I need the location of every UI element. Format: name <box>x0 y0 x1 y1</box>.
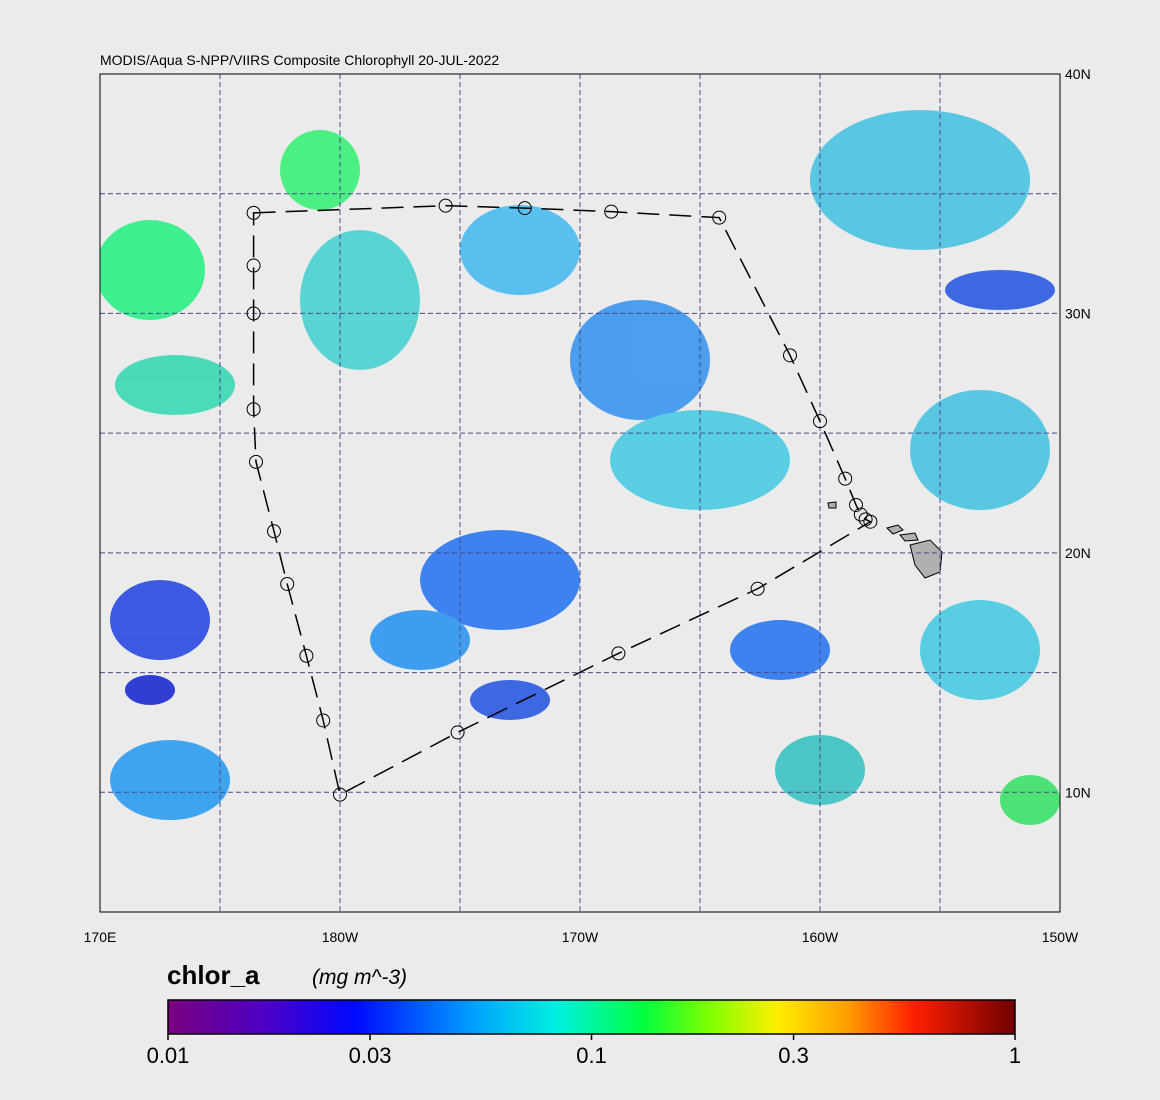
colorbar-tick-label: 0.3 <box>778 1043 809 1068</box>
station <box>863 514 878 529</box>
station <box>517 201 532 216</box>
station <box>316 713 331 728</box>
station <box>849 497 863 512</box>
x-tick-label: 180W <box>322 929 359 945</box>
chlorophyll-field <box>100 110 1060 825</box>
y-tick-label: 30N <box>1065 305 1091 321</box>
station <box>438 198 453 213</box>
track-line <box>252 204 872 796</box>
y-tick-label: 20N <box>1065 545 1091 561</box>
x-tick-label: 170W <box>562 929 599 945</box>
graticule <box>100 74 1060 912</box>
station <box>611 646 626 661</box>
station <box>299 648 314 663</box>
x-tick-label: 160W <box>802 929 839 945</box>
station <box>783 348 797 363</box>
y-tick-label: 10N <box>1065 784 1091 800</box>
station <box>246 205 261 220</box>
colorbar-label: chlor_a <box>167 960 260 990</box>
map-title: MODIS/Aqua S-NPP/VIIRS Composite Chlorop… <box>100 52 499 68</box>
colorbar-units: (mg m^-3) <box>312 966 407 989</box>
ship-track <box>246 198 878 802</box>
station <box>750 581 765 596</box>
colorbar-tick-label: 0.01 <box>147 1043 190 1068</box>
x-tick-label: 170E <box>84 929 117 945</box>
station <box>280 576 295 591</box>
colorbar-tick-label: 1 <box>1009 1043 1021 1068</box>
station <box>813 414 827 429</box>
station <box>450 725 465 740</box>
x-tick-label: 150W <box>1042 929 1079 945</box>
colorbar-axis: 0.01 0.03 0.1 0.3 1 <box>147 1034 1021 1068</box>
station <box>249 454 263 469</box>
station <box>712 210 727 225</box>
station <box>246 258 261 273</box>
colorbar <box>167 999 1016 1035</box>
colorbar-tick-label: 0.03 <box>349 1043 392 1068</box>
hawaii-islands <box>827 501 943 579</box>
station <box>246 306 261 321</box>
station <box>604 204 619 219</box>
station <box>267 524 281 539</box>
colorbar-tick-label: 0.1 <box>576 1043 607 1068</box>
station <box>333 787 347 802</box>
station <box>838 471 853 486</box>
y-tick-label: 40N <box>1065 66 1091 82</box>
station <box>853 507 868 522</box>
station <box>246 402 261 417</box>
map-frame <box>99 73 1061 913</box>
